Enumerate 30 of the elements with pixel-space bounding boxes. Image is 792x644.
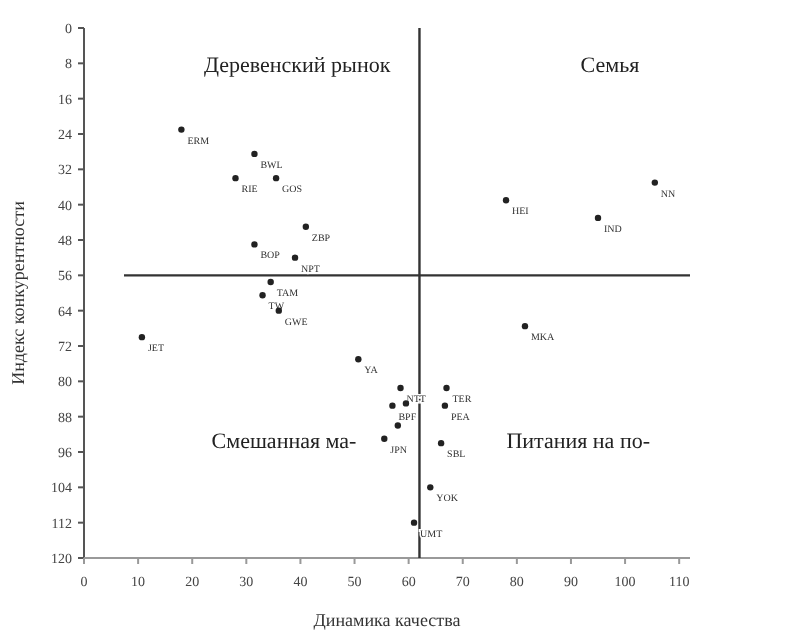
point [394,422,402,429]
point [502,197,510,204]
point [259,292,266,299]
point [178,126,185,133]
point [251,241,258,248]
point [521,322,529,330]
annotation: Деревенский рынок [204,54,392,78]
point [232,174,239,182]
point [355,356,362,363]
point [441,402,449,409]
annotation: Питания на по- [506,430,651,454]
point [443,384,450,392]
point [272,174,280,182]
point [427,484,434,491]
point [437,439,445,447]
point [381,435,388,442]
point [267,278,274,286]
point [138,333,146,341]
annotation: Смешанная ма- [211,430,358,454]
point [651,179,659,186]
point [291,254,299,261]
y-axis-title: Индекс конкурентности [8,200,28,385]
point [397,384,404,392]
point [302,223,310,230]
point [251,150,258,158]
x-axis-title: Динамика качества [313,610,461,630]
point [594,214,602,222]
point [389,402,396,409]
point [410,519,418,526]
annotation: Семья [580,54,640,78]
